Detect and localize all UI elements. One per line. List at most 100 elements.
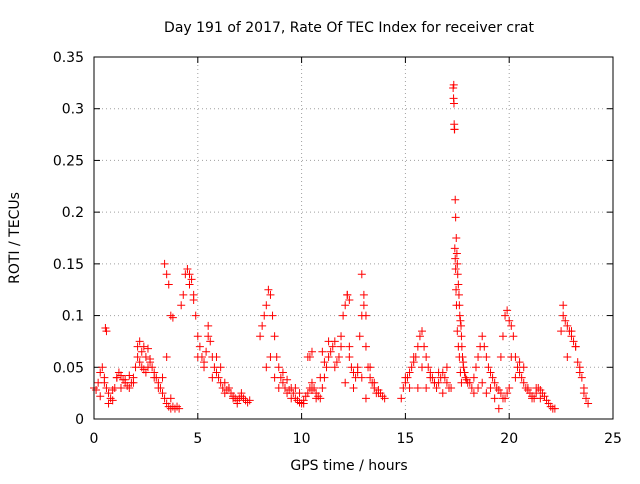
data-point [361,311,370,320]
data-point [204,332,213,341]
data-point [274,363,283,372]
data-point [494,404,503,413]
x-tick-label: 25 [604,431,622,447]
data-point [208,373,217,382]
data-point [324,337,333,346]
data-point [454,342,463,351]
data-point [453,270,462,279]
data-point [266,290,275,299]
data-point [146,355,155,364]
data-point [484,363,493,372]
data-point [474,383,483,392]
data-point [278,368,287,377]
data-point [469,389,478,398]
data-point [452,285,461,294]
data-point [332,358,341,367]
data-point [523,383,532,392]
axis-ticks: 0 5 10 15 20 25 0 0.05 0.1 0.15 0.2 0.25 0.3 0.35 [53,50,622,447]
data-point [322,363,331,372]
data-point [456,316,465,325]
data-point [183,265,192,274]
data-point [509,332,518,341]
data-point [307,378,316,387]
data-point [316,373,325,382]
data-point [154,383,163,392]
data-point [125,383,134,392]
data-point [432,383,441,392]
data-point [353,368,362,377]
chart-title: Day 191 of 2017, Rate Of TEC Index for r… [164,20,534,36]
data-point [341,378,350,387]
data-point [220,378,229,387]
data-point [193,332,202,341]
data-point [343,290,352,299]
data-point [450,125,459,134]
data-point [212,352,221,361]
data-point [455,311,464,320]
y-tick-label: 0.25 [53,153,84,169]
data-point [112,373,121,382]
data-point [451,254,460,263]
data-point [318,383,327,392]
data-point [266,352,275,361]
data-point [511,373,520,382]
data-point [96,368,105,377]
data-point [451,265,460,274]
data-point [158,389,167,398]
data-point [334,352,343,361]
data-point [185,280,194,289]
data-point [104,389,113,398]
data-point [430,378,439,387]
data-point [563,352,572,361]
data-point [447,383,456,392]
data-point [505,383,514,392]
data-point [503,389,512,398]
data-point [268,311,277,320]
data-point [536,394,545,403]
data-point [141,368,150,377]
data-point [345,352,354,361]
data-point [187,275,196,284]
data-point [102,383,111,392]
data-point [457,378,466,387]
data-point [361,342,370,351]
data-point [507,321,516,330]
data-point [125,371,134,380]
data-point [366,363,375,372]
data-point [370,378,379,387]
data-point [563,321,572,330]
data-point [454,280,463,289]
data-point [243,398,252,407]
data-point [341,301,350,310]
data-point [337,342,346,351]
data-point [418,363,427,372]
data-point [129,378,138,387]
data-point [166,311,175,320]
data-point [380,394,389,403]
data-point [378,392,387,401]
data-point [357,270,366,279]
data-point [507,352,516,361]
data-point [96,392,105,401]
y-tick-label: 0 [75,412,84,428]
data-point [305,352,314,361]
data-point [204,321,213,330]
data-point [501,311,510,320]
x-axis-label: GPS time / hours [290,458,407,474]
data-point [454,290,463,299]
data-point [515,358,524,367]
data-point [299,399,308,408]
data-point [312,394,321,403]
data-point [438,389,447,398]
y-tick-label: 0.1 [62,309,84,325]
data-point [206,337,215,346]
data-point [451,195,460,204]
data-point [121,375,130,384]
data-point [496,352,505,361]
data-point [582,394,591,403]
data-point [561,316,570,325]
data-point [270,373,279,382]
data-point [92,386,101,395]
data-point [459,363,468,372]
